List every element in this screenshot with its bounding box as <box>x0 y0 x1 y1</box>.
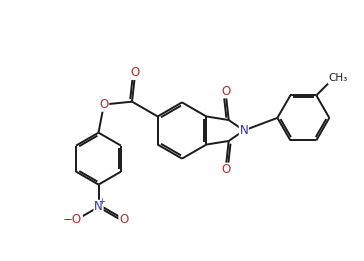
Text: O: O <box>130 66 139 79</box>
Text: O: O <box>119 213 128 227</box>
Text: CH₃: CH₃ <box>328 73 348 84</box>
Text: N: N <box>240 124 248 137</box>
Text: N: N <box>94 200 103 213</box>
Text: O: O <box>221 85 230 98</box>
Text: O: O <box>221 163 230 176</box>
Text: −O: −O <box>63 213 82 227</box>
Text: +: + <box>98 197 105 206</box>
Text: O: O <box>99 98 108 111</box>
